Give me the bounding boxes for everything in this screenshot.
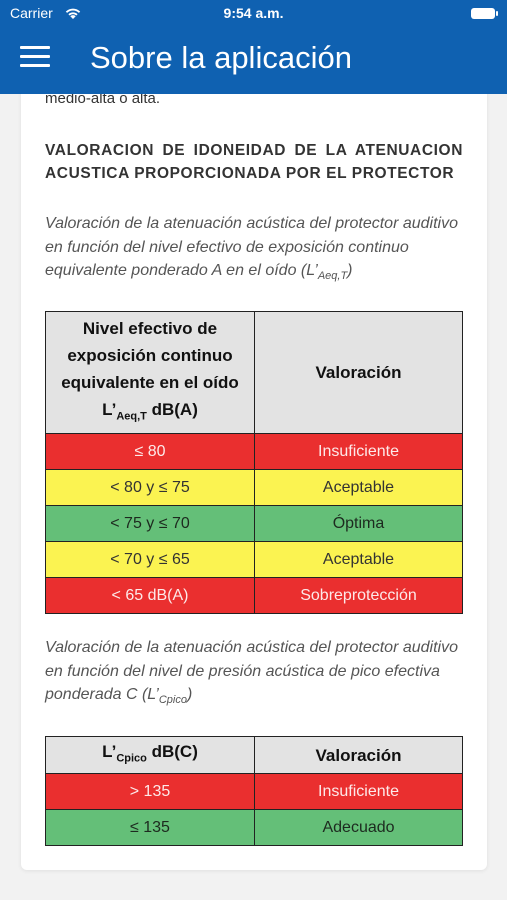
section-heading: VALORACION DE IDONEIDAD DE LA ATENUACION… — [45, 139, 463, 185]
header-level-sub: Aeq,T — [116, 410, 147, 423]
attenuation-table: Nivel efectivo de exposición continuo eq… — [45, 310, 463, 615]
battery-icon — [471, 8, 498, 19]
status-bar: Carrier 9:54 a.m. — [0, 0, 507, 28]
header-level-symbol: L’ — [102, 400, 117, 419]
rating-cell: Aceptable — [254, 541, 463, 579]
table-row: < 80 y ≤ 75 Aceptable — [45, 469, 463, 507]
table-row: ≤ 135 Adecuado — [45, 809, 463, 846]
table-header-row: Nivel efectivo de exposición continuo eq… — [45, 310, 463, 435]
level-cell: > 135 — [45, 773, 255, 810]
table-row: ≤ 80 Insuficiente — [45, 433, 463, 471]
level-cell: ≤ 80 — [45, 433, 255, 471]
table-header-row: L’Cpico dB(C) Valoración — [45, 736, 463, 774]
rating-cell: Adecuado — [254, 809, 463, 846]
clipped-paragraph: medio-alta o alta. — [45, 90, 161, 107]
header-level-symbol: L’ — [102, 741, 117, 761]
rating-cell: Insuficiente — [254, 433, 463, 471]
menu-button[interactable] — [20, 44, 50, 70]
wifi-icon — [65, 8, 81, 19]
app-header: Carrier 9:54 a.m. Sobre la aplicación — [0, 0, 507, 94]
rating-cell: Aceptable — [254, 469, 463, 507]
level-cell: < 75 y ≤ 70 — [45, 505, 255, 543]
table1-description-text: Valoración de la atenuación acústica del… — [45, 215, 458, 279]
rating-cell: Sobreprotección — [254, 577, 463, 615]
level-cell: < 80 y ≤ 75 — [45, 469, 255, 507]
menu-icon-bar — [20, 55, 50, 58]
peak-level-table: L’Cpico dB(C) Valoración > 135 Insuficien… — [45, 736, 463, 846]
header-level-cell: Nivel efectivo de exposición continuo eq… — [45, 310, 255, 435]
header-level-unit: dB(C) — [146, 741, 198, 761]
header-level-text: Nivel efectivo de exposición continuo eq… — [61, 319, 239, 392]
carrier-label: Carrier — [10, 5, 53, 21]
clock: 9:54 a.m. — [223, 5, 284, 21]
table-row: < 70 y ≤ 65 Aceptable — [45, 541, 463, 579]
header-rating-cell: Valoración — [254, 736, 463, 774]
table1-description-sub: Aeq,T — [317, 270, 348, 283]
table-row: < 65 dB(A) Sobreprotección — [45, 577, 463, 615]
level-cell: ≤ 135 — [45, 809, 255, 846]
table2-description: Valoración de la atenuación acústica del… — [45, 636, 465, 713]
table-row: > 135 Insuficiente — [45, 773, 463, 810]
menu-icon-bar — [20, 64, 50, 67]
section-heading-line2: ACUSTICA PROPORCIONADA POR EL PROTECTOR — [45, 165, 455, 182]
menu-icon-bar — [20, 46, 50, 49]
header-level-cell: L’Cpico dB(C) — [45, 736, 255, 774]
level-cell: < 65 dB(A) — [45, 577, 255, 615]
section-heading-line1: VALORACION DE IDONEIDAD DE LA ATENUACION — [45, 142, 463, 159]
table1-description: Valoración de la atenuación acústica del… — [45, 212, 465, 289]
header-level-unit: dB(A) — [146, 400, 198, 419]
table2-description-end: ) — [186, 686, 193, 703]
header-level-sub: Cpico — [116, 752, 147, 765]
rating-cell: Insuficiente — [254, 773, 463, 810]
table2-description-sub: Cpico — [158, 694, 187, 707]
table2-description-text: Valoración de la atenuación acústica del… — [45, 639, 458, 703]
table-row: < 75 y ≤ 70 Óptima — [45, 505, 463, 543]
level-cell: < 70 y ≤ 65 — [45, 541, 255, 579]
header-rating-cell: Valoración — [254, 310, 463, 435]
rating-cell: Óptima — [254, 505, 463, 543]
table1-description-end: ) — [347, 262, 353, 279]
page-title: Sobre la aplicación — [90, 40, 352, 75]
